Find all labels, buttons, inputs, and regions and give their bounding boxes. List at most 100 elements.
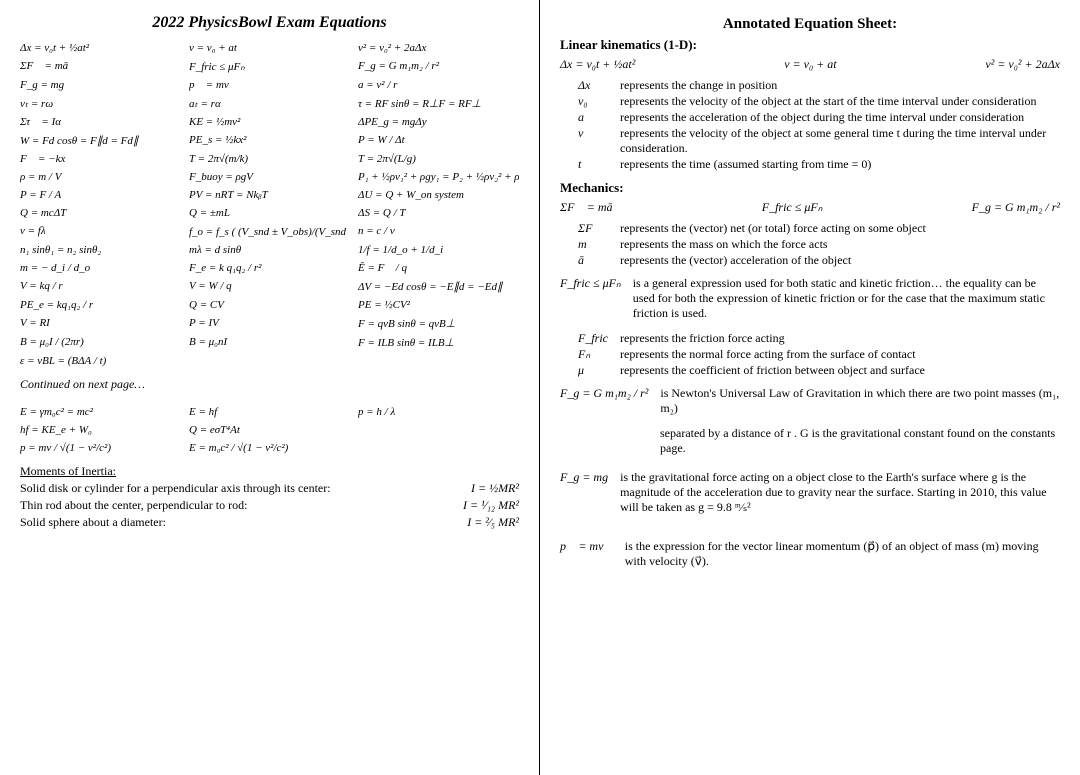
kin-definitions: Δxrepresents the change in position v₀re… [578, 78, 1060, 172]
eq: ΔS = Q / T [358, 207, 519, 219]
eq: F = qvB sinθ = qvB⊥ [358, 317, 519, 330]
moi-eq: I = ²⁄₅ MR² [467, 515, 519, 530]
eq: n₁ sinθ₁ = n₂ sinθ₂ [20, 244, 181, 256]
continued-note: Continued on next page… [20, 377, 519, 392]
eq: F_e = k q₁q₂ / r² [189, 262, 350, 274]
eq: F_g = G m₁m₂ / r² [358, 60, 519, 73]
eq: PE_e = kq₁q₂ / r [20, 299, 181, 311]
eq: aₜ = rα [189, 97, 350, 110]
eq [189, 355, 350, 367]
equation-grid: Δx = v₀t + ½at² v = v₀ + at v² = v₀² + 2… [20, 42, 519, 367]
eq: F_buoy = ρgV [189, 171, 350, 183]
moi-label: Solid disk or cylinder for a perpendicul… [20, 481, 331, 496]
eq-desc: is the gravitational force acting on a o… [620, 470, 1060, 515]
eq: E = hf [189, 406, 350, 418]
eq: Ē = F⃗ / q [358, 262, 519, 274]
eq: v = v₀ + at [784, 57, 836, 72]
moi-label: Thin rod about the center, perpendicular… [20, 498, 247, 513]
eq: hf = KE_e + W₀ [20, 424, 181, 436]
eq: ΣF⃗ = mā [560, 200, 613, 215]
eq: B = μ₀I / (2πr) [20, 336, 181, 349]
eq: v² = v₀² + 2aΔx [985, 57, 1060, 72]
eq: T = 2π√(L/g) [358, 153, 519, 165]
eq: W = Fd cosθ = F∥d = Fd∥ [20, 134, 181, 147]
eq: m = − d_i / d_o [20, 262, 181, 274]
kin-eqs: Δx = v₀t + ½at² v = v₀ + at v² = v₀² + 2… [560, 57, 1060, 72]
def-text: represents the normal force acting from … [620, 347, 1060, 362]
def-text: represents the time (assumed starting fr… [620, 157, 1060, 172]
eq: P = W / Δt [358, 134, 519, 147]
eq-lhs: F_fric ≤ μFₙ [560, 276, 621, 321]
eq-desc: is the expression for the vector linear … [625, 539, 1060, 569]
eq: p⃗ = mv⃗ [189, 79, 350, 91]
eq: PE = ½CV² [358, 299, 519, 311]
eq: f_o = f_s ( (V_snd ± V_obs)/(V_snd ∓ V_s… [189, 225, 350, 238]
eq: F_fric ≤ μFₙ [189, 60, 350, 73]
def-text: represents the (vector) acceleration of … [620, 253, 1060, 268]
eq-lhs: F_g = mg [560, 470, 608, 515]
momentum-desc: p⃗ = mv⃗ is the expression for the vecto… [560, 539, 1060, 569]
eq: ρ = m / V [20, 171, 181, 183]
eq: V = kq / r [20, 280, 181, 293]
eq: F_g = mg [20, 79, 181, 91]
eq: V = RI [20, 317, 181, 330]
annotated-title: Annotated Equation Sheet: [560, 16, 1060, 33]
eq-lhs: F_g = G m₁m₂ / r² [560, 386, 648, 416]
eq [358, 424, 519, 436]
def-text: represents the acceleration of the objec… [620, 110, 1060, 125]
gravitation-desc: F_g = G m₁m₂ / r² is Newton's Universal … [560, 386, 1060, 416]
def-sym: m [578, 237, 606, 252]
fric-definitions: F_fric represents the friction force acti… [578, 331, 1060, 378]
moi-eq: I = ½MR² [471, 481, 519, 496]
eq: F_g = G m₁m₂ / r² [972, 200, 1060, 215]
eq: p = mv / √(1 − v²/c²) [20, 442, 181, 454]
eq [358, 355, 519, 367]
def-sym: a [578, 110, 606, 125]
eq: Δx = v₀t + ½at² [560, 57, 635, 72]
eq [358, 442, 519, 454]
eq: PV = nRT = NkᵦT [189, 189, 350, 201]
eq: T = 2π√(m/k) [189, 153, 350, 165]
moments-of-inertia: Moments of Inertia: Solid disk or cylind… [20, 464, 519, 530]
def-text: represents the friction force acting [620, 331, 1060, 346]
def-sym: v₀ [578, 94, 606, 109]
fg-desc: F_g = mg is the gravitational force acti… [560, 470, 1060, 515]
eq: τ = RF sinθ = R⊥F = RF⊥ [358, 97, 519, 110]
mech-definitions: ΣF⃗represents the (vector) net (or total… [578, 221, 1060, 268]
eq: B = μ₀nI [189, 336, 350, 349]
eq: ΔV = −Ed cosθ = −E∥d = −Ed∥ [358, 280, 519, 293]
def-sym: t [578, 157, 606, 172]
def-text: represents the velocity of the object at… [620, 94, 1060, 109]
eq: ΣF⃗ = mā [20, 60, 181, 73]
eq: E = γm₀c² = mc² [20, 406, 181, 418]
eq: p = h / λ [358, 406, 519, 418]
mechanics-heading: Mechanics: [560, 180, 1060, 196]
eq: v = v₀ + at [189, 42, 350, 54]
eq: ΔPE_g = mgΔy [358, 116, 519, 128]
eq: v = fλ [20, 225, 181, 238]
kinematics-heading: Linear kinematics (1-D): [560, 37, 1060, 53]
eq: PE_s = ½kx² [189, 134, 350, 147]
friction-desc: F_fric ≤ μFₙ is a general expression use… [560, 276, 1060, 321]
eq: Q = CV [189, 299, 350, 311]
eq: 1/f = 1/d_o + 1/d_i [358, 244, 519, 256]
moi-heading: Moments of Inertia: [20, 464, 116, 479]
eq: ΔU = Q + W_on system [358, 189, 519, 201]
eq: F = ILB sinθ = ILB⊥ [358, 336, 519, 349]
eq: n = c / v [358, 225, 519, 238]
def-sym: μ [578, 363, 606, 378]
def-text: represents the change in position [620, 78, 1060, 93]
eq: Q = ±mL [189, 207, 350, 219]
gravitation-desc-2: separated by a distance of r . G is the … [660, 426, 1060, 456]
eq: vₜ = rω [20, 97, 181, 110]
def-text: represents the velocity of the object at… [620, 126, 1060, 156]
eq: a = v² / r [358, 79, 519, 91]
eq-lhs: p⃗ = mv⃗ [560, 539, 613, 569]
lower-equation-grid: E = γm₀c² = mc² E = hf p = h / λ hf = KE… [20, 406, 519, 454]
exam-title: 2022 PhysicsBowl Exam Equations [20, 14, 519, 32]
def-sym: Fₙ [578, 347, 606, 362]
eq: P = F / A [20, 189, 181, 201]
eq: Στ⃗ = Iα⃗ [20, 116, 181, 128]
eq: KE = ½mv² [189, 116, 350, 128]
def-sym: F_fric [578, 331, 606, 346]
